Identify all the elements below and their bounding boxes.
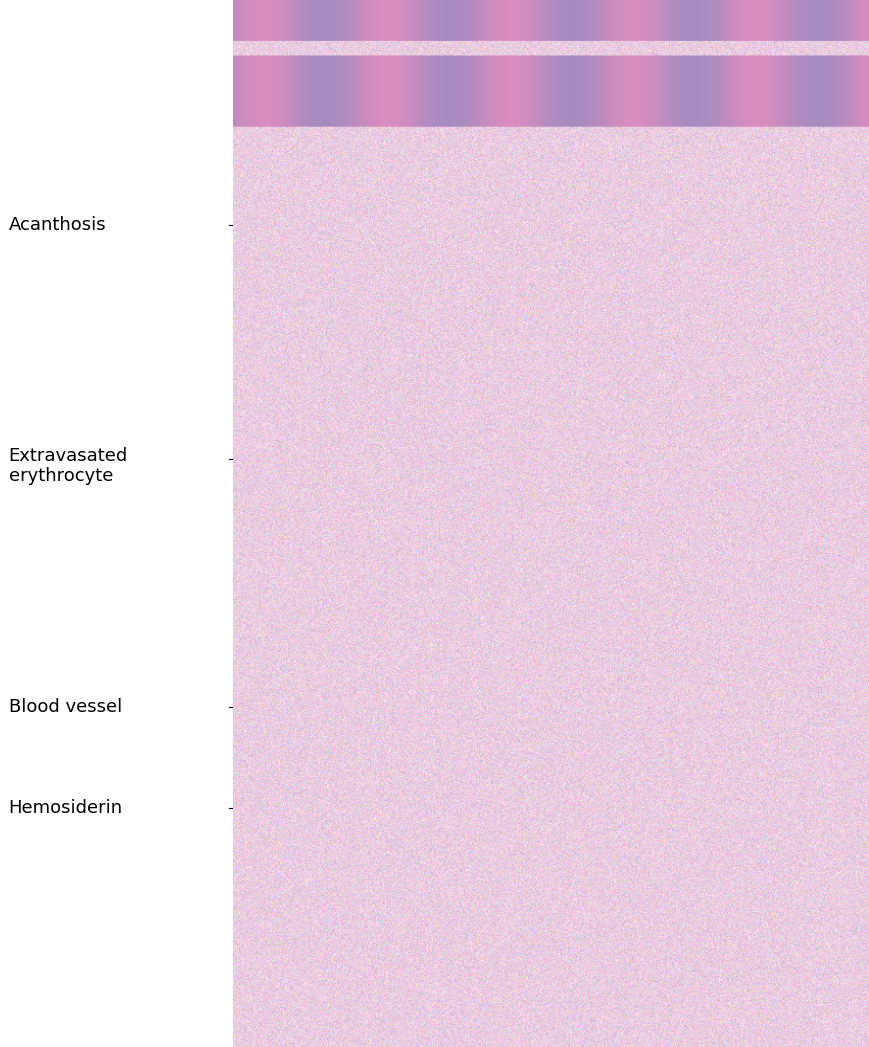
Text: Blood vessel: Blood vessel [9, 697, 122, 716]
Text: E: E [270, 1003, 286, 1024]
Text: Acanthosis: Acanthosis [9, 216, 106, 235]
Text: Hemosiderin: Hemosiderin [9, 799, 123, 818]
Text: Extravasated
erythrocyte: Extravasated erythrocyte [9, 446, 128, 486]
Circle shape [245, 974, 311, 1047]
